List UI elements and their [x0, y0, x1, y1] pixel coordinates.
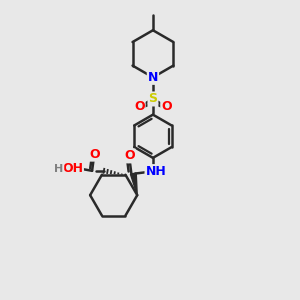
Text: O: O	[124, 149, 135, 162]
Text: OH: OH	[62, 162, 83, 176]
Text: O: O	[134, 100, 145, 113]
Text: O: O	[90, 148, 100, 160]
Text: O: O	[161, 100, 172, 113]
Text: H: H	[54, 164, 63, 174]
Text: NH: NH	[146, 165, 166, 178]
Text: S: S	[148, 92, 158, 106]
Polygon shape	[130, 173, 137, 195]
Text: N: N	[148, 71, 158, 84]
